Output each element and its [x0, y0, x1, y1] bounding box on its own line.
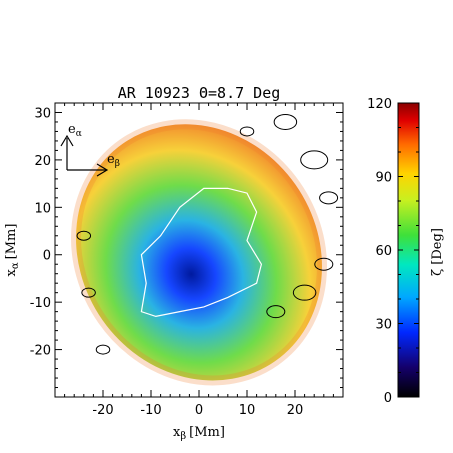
outer-contour-blob	[81, 287, 96, 298]
plot-area	[71, 113, 339, 386]
y-axis-ticks: -20 -10 0 10 20 30	[30, 102, 343, 389]
y-tick-label: 20	[34, 154, 51, 169]
colorbar-ticks: 0 30 60 90 120	[367, 97, 419, 406]
x-tick-label: 10	[239, 403, 256, 418]
colorbar-label: ζ [Deg]	[430, 228, 445, 276]
x-tick-label: -20	[92, 403, 113, 418]
colorbar-tick-label: 90	[375, 171, 392, 186]
heatmap-streak-texture	[71, 119, 327, 386]
outer-contour-blob	[273, 113, 298, 130]
colorbar-tick-label: 30	[375, 318, 392, 333]
e-alpha-label: eα	[68, 122, 82, 139]
y-tick-label: 10	[34, 201, 51, 216]
outer-contour-blob	[319, 191, 339, 205]
outer-contour-blob	[292, 284, 317, 301]
y-tick-label: 30	[34, 106, 51, 121]
outer-contour-blob	[266, 305, 286, 319]
inner-contour-line	[140, 187, 263, 318]
outer-contour-blob	[76, 230, 92, 241]
y-tick-label: -20	[30, 344, 51, 359]
e-beta-arrow-head	[96, 163, 109, 177]
chart-title: AR 10923 Θ=8.7 Deg	[118, 84, 281, 102]
e-beta-label: eβ	[107, 152, 120, 169]
outer-contour-lines	[76, 113, 339, 355]
x-tick-label: 20	[287, 403, 304, 418]
y-tick-label: -10	[30, 296, 51, 311]
outer-contour-blob	[314, 257, 334, 271]
outer-contour-blob	[300, 150, 329, 170]
heatmap-disk	[76, 124, 322, 381]
x-tick-label: -10	[140, 403, 161, 418]
x-axis-title: xβ [Mm]	[173, 425, 225, 442]
outer-contour-blob	[95, 344, 111, 355]
outer-contour-blob	[239, 126, 255, 137]
x-tick-label: 0	[195, 403, 203, 418]
x-axis-ticks: -20 -10 0 10 20	[64, 103, 334, 418]
y-tick-label: 0	[43, 249, 51, 264]
colorbar-tick-label: 0	[384, 391, 392, 406]
e-alpha-arrow-head	[60, 134, 74, 147]
colorbar-tick-label: 120	[367, 97, 392, 112]
basis-vectors	[60, 134, 109, 177]
colorbar-tick-label: 60	[375, 244, 392, 259]
y-axis-title: xα[Mm]	[4, 224, 21, 277]
